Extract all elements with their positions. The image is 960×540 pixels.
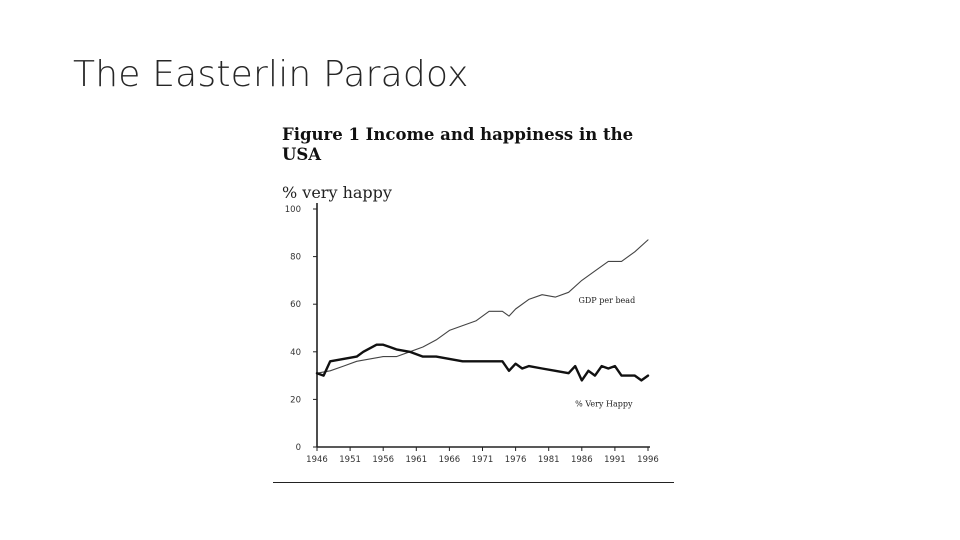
x-tick-label: 1961 (405, 455, 427, 465)
slide-title: The Easterlin Paradox (73, 54, 469, 95)
x-tick-label: 1981 (538, 455, 560, 465)
figure-title: Figure 1 Income and happiness in the USA (282, 125, 634, 164)
x-tick-label: 1996 (637, 455, 659, 465)
line-chart: 0 20 40 60 80 100 1946 1951 1956 1961 1966 1971 1976… (285, 203, 659, 465)
figure-panel: Figure 1 Income and happiness in the USA… (270, 120, 680, 490)
very-happy-line (315, 343, 650, 382)
x-tick-label: 1986 (571, 455, 593, 465)
x-tick-label: 1946 (306, 455, 328, 465)
y-tick-label: 100 (285, 205, 301, 215)
x-tick-label: 1991 (604, 455, 626, 465)
x-tick-label: 1971 (472, 455, 494, 465)
x-tick-label: 1951 (339, 455, 361, 465)
y-tick-label: 0 (296, 443, 301, 453)
x-tick-label: 1956 (372, 455, 394, 465)
y-tick-label: 20 (290, 395, 301, 405)
very-happy-series-label: % Very Happy (575, 400, 633, 409)
gdp-series-label: GDP per bead (578, 296, 635, 305)
y-tick-label: 40 (290, 348, 301, 358)
gdp-per-head-line (316, 239, 649, 374)
x-tick-label: 1976 (505, 455, 527, 465)
x-tick-label: 1966 (439, 455, 461, 465)
y-tick-label: 60 (290, 300, 301, 310)
bottom-rule (273, 482, 674, 483)
y-axis-label: % very happy (282, 183, 392, 202)
y-tick-label: 80 (290, 253, 301, 263)
